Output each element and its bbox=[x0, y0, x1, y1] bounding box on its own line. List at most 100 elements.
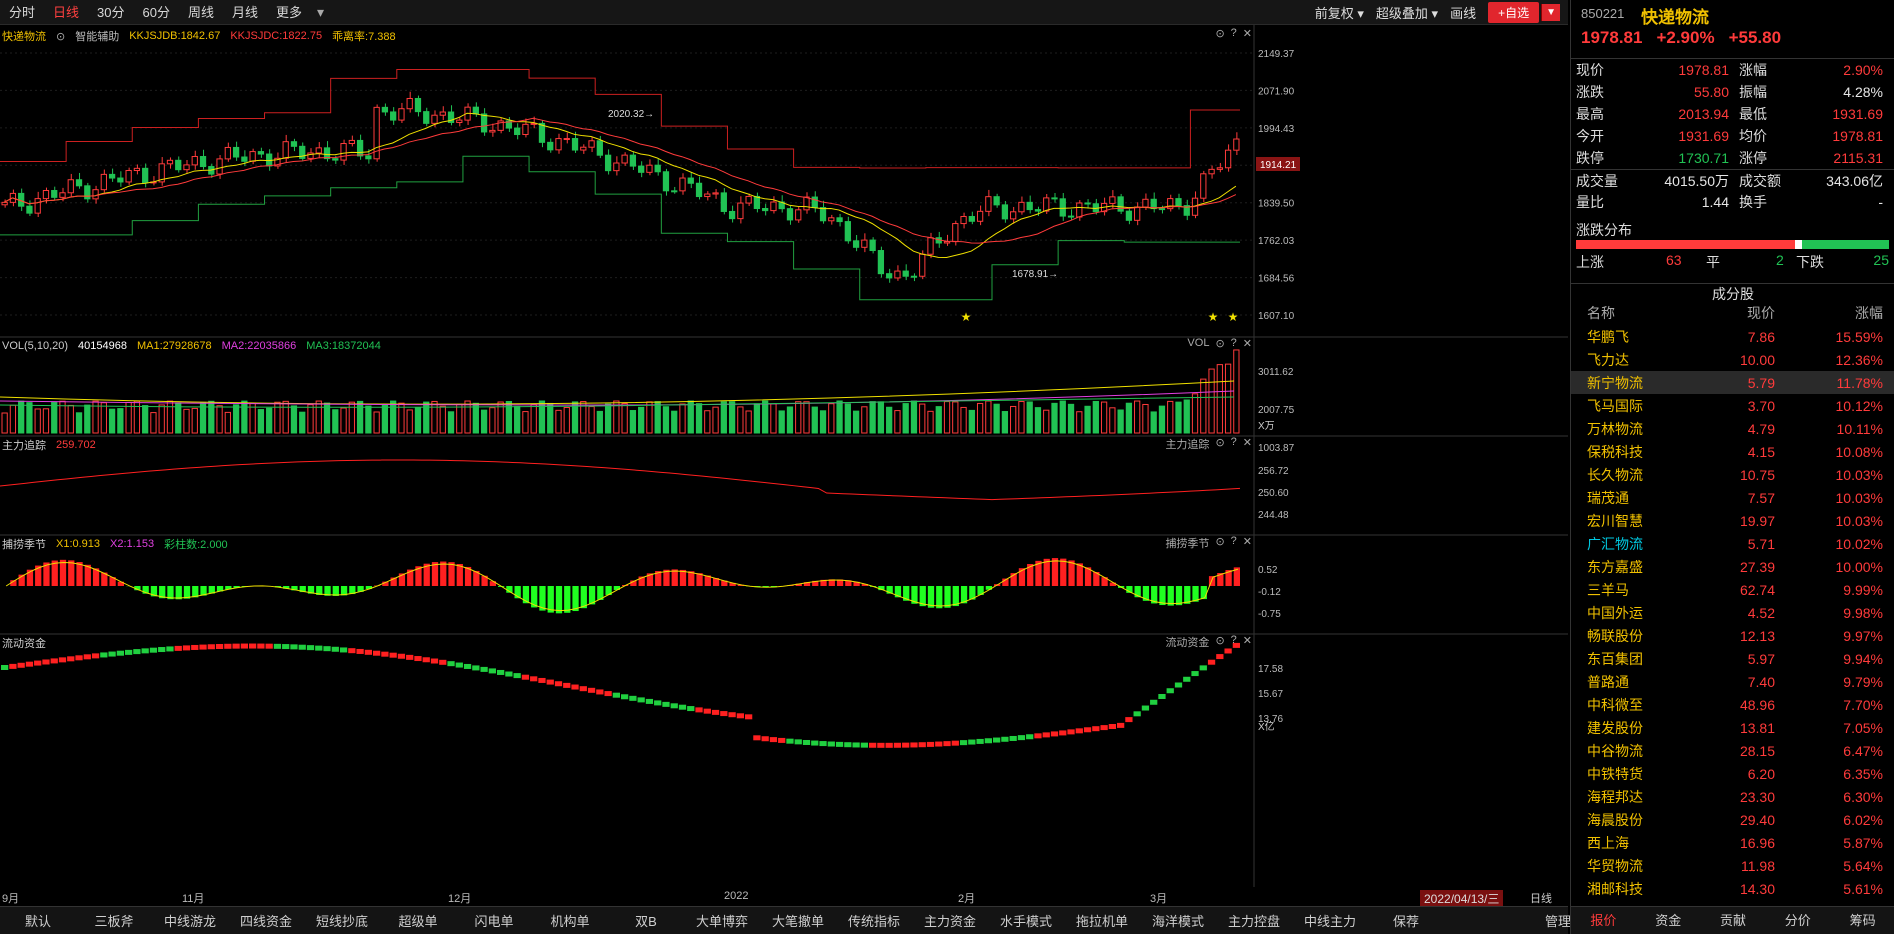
component-row[interactable]: 宏川智慧 19.97 10.03% bbox=[1571, 509, 1894, 532]
indicator-tab[interactable]: 管理 bbox=[1544, 914, 1571, 929]
quote-panel-tab[interactable]: 筹码 bbox=[1849, 913, 1876, 928]
component-row[interactable]: 万林物流 4.79 10.11% bbox=[1571, 417, 1894, 440]
quote-panel-tab[interactable]: 分价 bbox=[1784, 913, 1811, 928]
indicator-tab[interactable]: 短线抄底 bbox=[315, 914, 368, 929]
vol-ma2: MA2:22035866 bbox=[221, 340, 297, 352]
volume-bar bbox=[1233, 349, 1240, 434]
draw-button[interactable]: 画线 bbox=[1450, 6, 1477, 21]
chart-canvas[interactable]: 2149.37 2071.90 1994.43 1839.50 1762.03 1684.… bbox=[0, 25, 1568, 887]
help-icon[interactable]: ? bbox=[1230, 634, 1237, 646]
component-row[interactable]: 海晨股份 29.40 6.02% bbox=[1571, 808, 1894, 831]
component-row[interactable]: 畅联股份 12.13 9.97% bbox=[1571, 624, 1894, 647]
help-icon[interactable]: ? bbox=[1230, 27, 1237, 39]
component-row[interactable]: 广汇物流 5.71 10.02% bbox=[1571, 532, 1894, 555]
settings-icon[interactable]: ⊙ bbox=[1215, 28, 1225, 40]
indicator-tab[interactable]: 保荐 bbox=[1392, 914, 1419, 929]
chevron-down-icon[interactable]: ▾ bbox=[317, 3, 325, 20]
indicator-tab[interactable]: 默认 bbox=[24, 914, 51, 929]
component-row[interactable]: 中谷物流 28.15 6.47% bbox=[1571, 739, 1894, 762]
volume-bar bbox=[447, 411, 455, 434]
component-row[interactable]: 西上海 16.96 5.87% bbox=[1571, 831, 1894, 854]
period-tab[interactable]: 日线 bbox=[53, 4, 80, 20]
help-icon[interactable]: ? bbox=[1230, 337, 1237, 349]
component-row[interactable]: 海程邦达 23.30 6.30% bbox=[1571, 785, 1894, 808]
indicator-tab[interactable]: 大单博弈 bbox=[695, 914, 748, 929]
restore-dropdown[interactable]: 前复权 ▾ bbox=[1314, 6, 1364, 21]
quote-panel-tab[interactable]: 资金 bbox=[1655, 913, 1682, 928]
period-tab[interactable]: 周线 bbox=[187, 4, 214, 20]
flow-dash bbox=[910, 742, 918, 748]
close-icon[interactable]: ✕ bbox=[1242, 338, 1252, 350]
col-name[interactable]: 名称 bbox=[1587, 305, 1615, 321]
component-row[interactable]: 三羊马 62.74 9.99% bbox=[1571, 578, 1894, 601]
assist-label[interactable]: 智能辅助 bbox=[75, 31, 120, 43]
indicator-tab[interactable]: 拖拉机单 bbox=[1075, 914, 1128, 929]
indicator-tab[interactable]: 闪电单 bbox=[474, 914, 514, 929]
col-change[interactable]: 涨幅 bbox=[1855, 305, 1883, 321]
component-row[interactable]: 中国外运 4.52 9.98% bbox=[1571, 601, 1894, 624]
settings-icon[interactable]: ⊙ bbox=[1215, 437, 1225, 449]
candle bbox=[704, 193, 711, 198]
component-row[interactable]: 新宁物流 5.79 11.78% bbox=[1571, 371, 1894, 394]
close-icon[interactable]: ✕ bbox=[1242, 536, 1252, 548]
quote-cell: 55.80 bbox=[1693, 84, 1729, 100]
period-tab[interactable]: 更多 bbox=[276, 4, 303, 20]
indicator-tab[interactable]: 大笔撤单 bbox=[771, 914, 824, 929]
overlay-dropdown[interactable]: 超级叠加 ▾ bbox=[1375, 6, 1439, 21]
quote-panel-tab[interactable]: 报价 bbox=[1590, 913, 1617, 928]
component-row[interactable]: 飞力达 10.00 12.36% bbox=[1571, 348, 1894, 371]
component-row[interactable]: 华鹏飞 7.86 15.59% bbox=[1571, 325, 1894, 348]
settings-icon[interactable]: ⊙ bbox=[1215, 338, 1225, 350]
period-tag[interactable]: 日线 bbox=[1530, 893, 1552, 905]
indicator-tab[interactable]: 超级单 bbox=[398, 914, 438, 929]
component-row[interactable]: 飞马国际 3.70 10.12% bbox=[1571, 394, 1894, 417]
add-dropdown-icon[interactable]: ▼ bbox=[1541, 4, 1560, 21]
indicator-tab[interactable]: 中线游龙 bbox=[163, 914, 216, 929]
close-icon[interactable]: ✕ bbox=[1242, 437, 1252, 449]
component-row[interactable]: 东方嘉盛 27.39 10.00% bbox=[1571, 555, 1894, 578]
indicator-tab[interactable]: 主力控盘 bbox=[1227, 914, 1280, 929]
histogram-bar bbox=[489, 581, 496, 586]
indicator-tab[interactable]: 三板斧 bbox=[94, 914, 134, 929]
indicator-tab[interactable]: 四线资金 bbox=[239, 914, 292, 929]
component-row[interactable]: 中科微至 48.96 7.70% bbox=[1571, 693, 1894, 716]
indicator-tab[interactable]: 主力资金 bbox=[923, 914, 976, 929]
period-tab[interactable]: 60分 bbox=[142, 4, 170, 20]
settings-icon[interactable]: ⊙ bbox=[1215, 536, 1225, 548]
col-price[interactable]: 现价 bbox=[1747, 305, 1775, 321]
indicator-tab[interactable]: 中线主力 bbox=[1303, 914, 1356, 929]
settings-icon[interactable]: ⊙ bbox=[1215, 635, 1225, 647]
component-name: 东百集团 bbox=[1587, 650, 1643, 667]
candle bbox=[447, 111, 455, 123]
component-row[interactable]: 湘邮科技 14.30 5.61% bbox=[1571, 877, 1894, 900]
component-row[interactable]: 普路通 7.40 9.79% bbox=[1571, 670, 1894, 693]
indicator-tab[interactable]: 水手模式 bbox=[999, 914, 1052, 929]
help-icon[interactable]: ? bbox=[1230, 436, 1237, 448]
volume-bar bbox=[952, 401, 959, 434]
component-row[interactable]: 东百集团 5.97 9.94% bbox=[1571, 647, 1894, 670]
flow-dash bbox=[711, 709, 720, 715]
indicator-tab[interactable]: 传统指标 bbox=[847, 914, 900, 929]
component-row[interactable]: 建发股份 13.81 7.05% bbox=[1571, 716, 1894, 739]
chart-area[interactable]: 2149.37 2071.90 1994.43 1839.50 1762.03 1684.… bbox=[0, 25, 1568, 887]
component-row[interactable]: 中铁特货 6.20 6.35% bbox=[1571, 762, 1894, 785]
component-row[interactable]: 华贸物流 11.98 5.64% bbox=[1571, 854, 1894, 877]
help-icon[interactable]: ? bbox=[1230, 535, 1237, 547]
period-tab[interactable]: 分时 bbox=[9, 4, 36, 20]
component-row[interactable]: 长久物流 10.75 10.03% bbox=[1571, 463, 1894, 486]
quote-panel-tab[interactable]: 贡献 bbox=[1719, 913, 1746, 928]
indicator-tab[interactable]: 海洋模式 bbox=[1151, 914, 1204, 929]
zl-pane-controls: 主力追踪 ⊙? ✕ bbox=[1165, 436, 1252, 452]
period-tab[interactable]: 30分 bbox=[97, 4, 125, 20]
close-icon[interactable]: ✕ bbox=[1242, 635, 1252, 647]
add-watchlist-button[interactable]: +自选 bbox=[1488, 2, 1540, 23]
component-row[interactable]: 瑞茂通 7.57 10.03% bbox=[1571, 486, 1894, 509]
close-icon[interactable]: ✕ bbox=[1242, 28, 1252, 40]
component-row[interactable]: 保税科技 4.15 10.08% bbox=[1571, 440, 1894, 463]
candle bbox=[1067, 215, 1075, 218]
period-tab[interactable]: 月线 bbox=[231, 4, 258, 20]
assist-dropdown-icon[interactable]: ⊙ bbox=[56, 30, 66, 43]
indicator-tab[interactable]: 机构单 bbox=[550, 914, 590, 929]
histogram-bar bbox=[109, 577, 116, 586]
indicator-tab[interactable]: 双B bbox=[635, 914, 657, 929]
